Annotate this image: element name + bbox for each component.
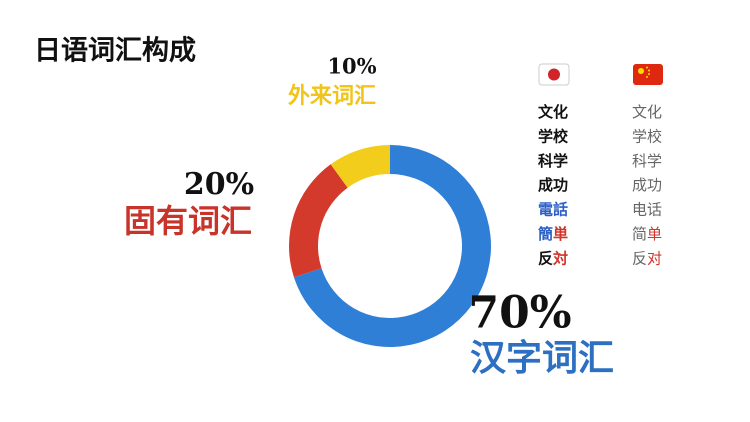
word-part: 成功 bbox=[632, 176, 662, 194]
word-part: 単 bbox=[553, 225, 568, 243]
word: 反对 bbox=[632, 249, 662, 267]
word-part: 文化 bbox=[632, 103, 662, 121]
word-part: 対 bbox=[552, 249, 568, 267]
word: 簡単 bbox=[538, 225, 568, 243]
word-part: 对 bbox=[647, 249, 662, 267]
word-part: 文化 bbox=[538, 103, 568, 121]
word: 科学 bbox=[538, 151, 568, 169]
word-part: 電話 bbox=[538, 200, 568, 218]
word: 电话 bbox=[632, 200, 662, 218]
word: 学校 bbox=[538, 127, 569, 145]
word-part: 学校 bbox=[632, 127, 662, 145]
donut-slice bbox=[330, 145, 390, 188]
japan-flag bbox=[538, 63, 570, 86]
china-flag bbox=[633, 64, 663, 85]
category-label: 固有词汇 bbox=[124, 202, 252, 240]
category-label: 外来词汇 bbox=[288, 83, 376, 109]
word-part: 成功 bbox=[538, 176, 568, 194]
word-part: 科学 bbox=[632, 151, 662, 169]
word-part: 学校 bbox=[538, 127, 569, 145]
donut-slice bbox=[289, 164, 348, 278]
word: 反対 bbox=[538, 249, 568, 267]
word-part: 反 bbox=[632, 249, 647, 267]
value-label: 10% bbox=[327, 54, 376, 79]
word: 学校 bbox=[632, 127, 662, 145]
word: 成功 bbox=[632, 176, 662, 194]
donut-slice bbox=[293, 145, 491, 347]
word-part: 科学 bbox=[538, 151, 568, 169]
word-part: 单 bbox=[647, 225, 662, 243]
word-part: 反 bbox=[538, 249, 553, 267]
chart-title: 日语词汇构成 bbox=[34, 36, 196, 67]
word: 科学 bbox=[632, 151, 662, 169]
word-part: 电话 bbox=[632, 200, 662, 218]
word: 文化 bbox=[538, 103, 568, 121]
value-label: 70% bbox=[468, 288, 571, 339]
word: 文化 bbox=[632, 103, 662, 121]
word-part: 簡 bbox=[538, 225, 553, 243]
word: 简单 bbox=[632, 225, 662, 243]
word-part: 简 bbox=[632, 225, 647, 243]
category-label: 汉字词汇 bbox=[470, 338, 614, 379]
value-label: 20% bbox=[184, 167, 254, 202]
word: 成功 bbox=[538, 176, 568, 194]
word: 電話 bbox=[538, 200, 568, 218]
